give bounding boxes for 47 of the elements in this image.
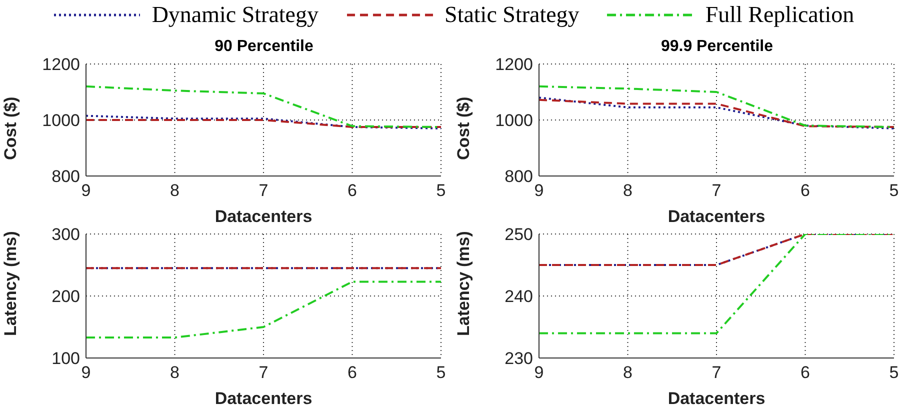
line-series <box>86 114 441 130</box>
y-tick-label: 230 <box>504 349 533 368</box>
y-tick-label: 1200 <box>42 55 80 74</box>
x-tick-label: 6 <box>348 363 357 382</box>
y-tick-label: 300 <box>52 225 80 244</box>
y-axis-title: Latency (ms) <box>1 231 20 336</box>
y-axis-title: Latency (ms) <box>454 231 474 336</box>
x-tick-label: 5 <box>889 181 899 200</box>
y-axis-title: Cost ($) <box>454 96 474 160</box>
y-tick-label: 800 <box>504 167 533 186</box>
y-tick-label: 800 <box>52 167 80 186</box>
y-tick-label: 100 <box>52 349 80 368</box>
x-tick-label: 6 <box>800 363 810 382</box>
x-axis-title: Datacenters <box>668 389 766 408</box>
legend-label: Static Strategy <box>444 2 580 28</box>
y-tick-label: 1000 <box>42 111 80 130</box>
legend-label: Full Replication <box>705 2 854 28</box>
x-tick-label: 9 <box>534 363 544 382</box>
x-tick-label: 8 <box>623 181 632 200</box>
x-tick-label: 9 <box>81 181 91 200</box>
x-tick-label: 5 <box>436 181 446 200</box>
x-tick-label: 7 <box>258 363 268 382</box>
y-tick-label: 200 <box>52 287 80 306</box>
x-tick-label: 7 <box>712 181 722 200</box>
x-tick-label: 8 <box>623 363 632 382</box>
chart-title: 99.9 Percentile <box>660 38 774 55</box>
y-tick-label: 1200 <box>495 55 533 74</box>
y-tick-label: 1000 <box>495 111 533 130</box>
x-tick-label: 5 <box>889 363 899 382</box>
chart-title: 90 Percentile <box>214 38 314 55</box>
y-axis-title: Cost ($) <box>1 96 20 160</box>
x-tick-label: 8 <box>170 181 180 200</box>
y-tick-label: 250 <box>504 225 533 244</box>
legend-label: Dynamic Strategy <box>152 2 319 28</box>
x-tick-label: 5 <box>436 363 446 382</box>
x-axis-title: Datacenters <box>214 389 312 408</box>
x-tick-label: 6 <box>800 181 810 200</box>
x-tick-label: 6 <box>348 181 357 200</box>
x-tick-label: 7 <box>258 181 268 200</box>
x-axis-title: Datacenters <box>668 207 766 226</box>
y-tick-label: 240 <box>504 287 533 306</box>
x-tick-label: 9 <box>81 363 91 382</box>
x-tick-label: 7 <box>712 363 722 382</box>
x-axis-title: Datacenters <box>214 207 312 226</box>
line-series <box>539 85 894 128</box>
x-tick-label: 9 <box>534 181 544 200</box>
x-tick-label: 8 <box>170 363 180 382</box>
